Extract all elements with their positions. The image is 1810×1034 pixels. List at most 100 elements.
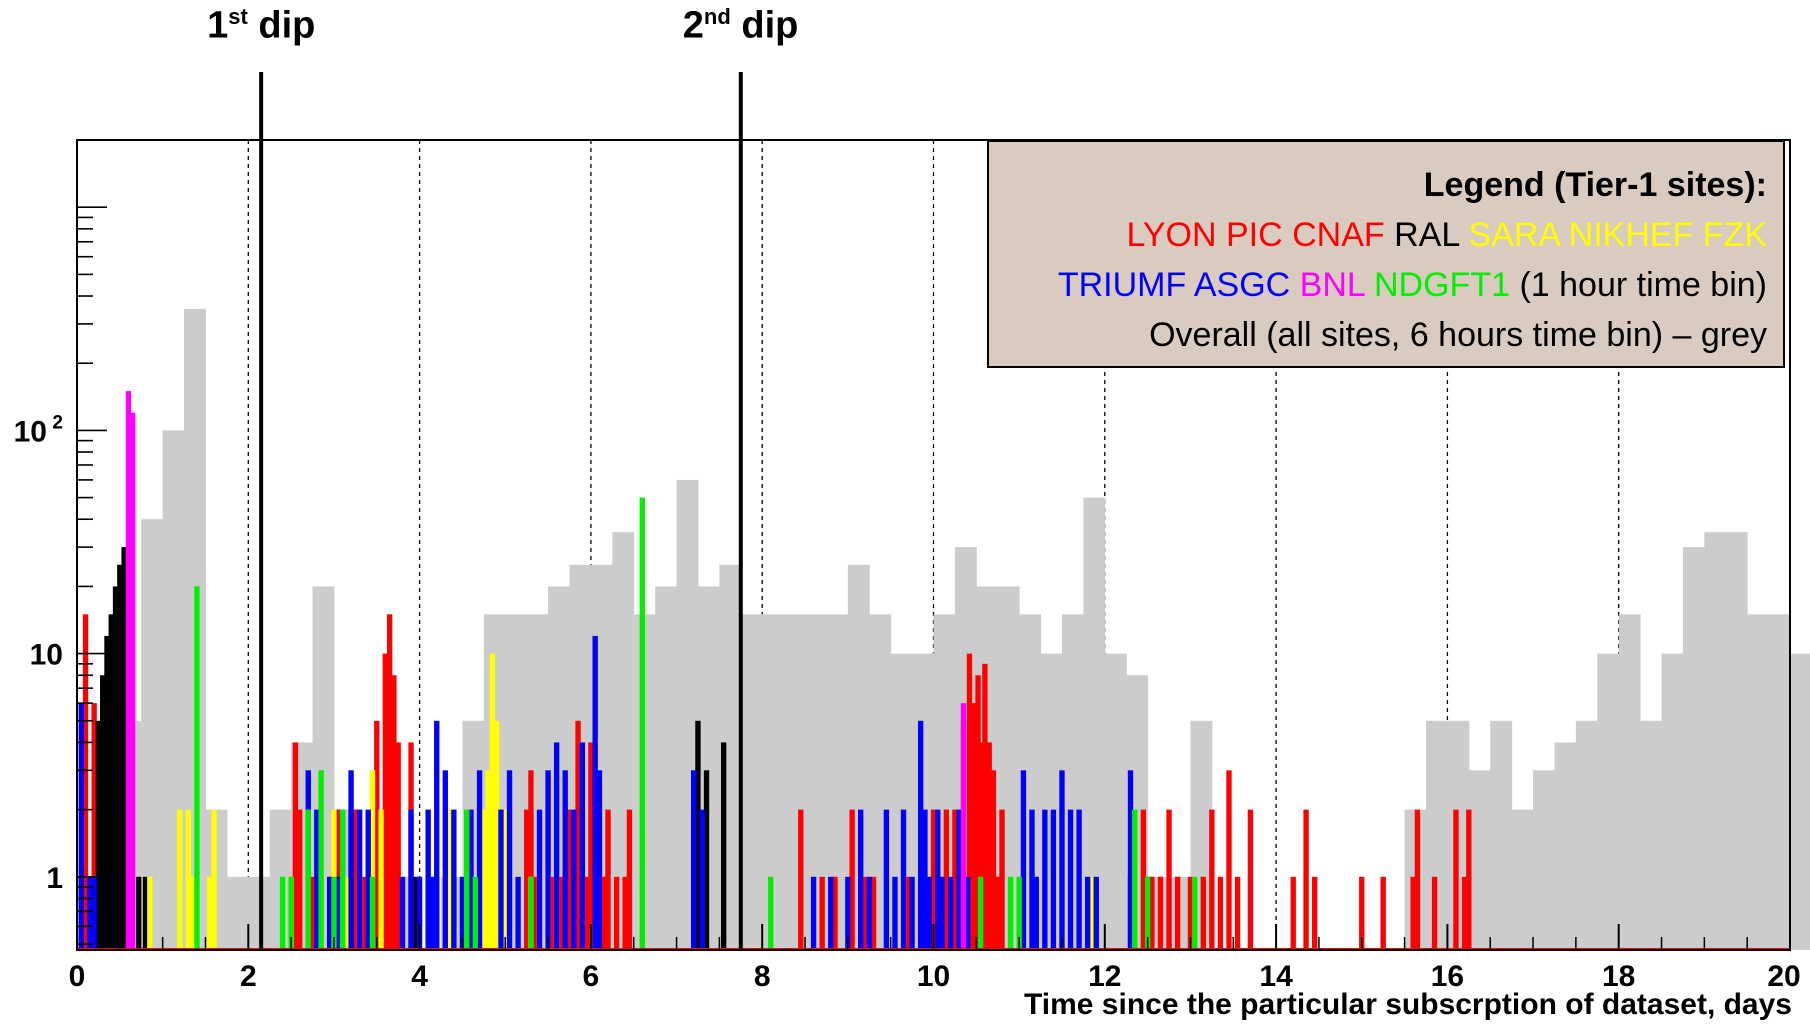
site-bar [960, 703, 967, 950]
x-tick-label: 18 [1602, 960, 1635, 993]
site-bar [828, 876, 834, 950]
site-bar [986, 742, 992, 950]
site-bar [1187, 876, 1194, 950]
site-bar [207, 876, 213, 950]
dip-word: dip [730, 4, 799, 47]
site-bar [335, 876, 341, 950]
site-bar [977, 742, 984, 950]
site-bar [442, 770, 448, 950]
overall-bar [226, 876, 249, 950]
site-bar [926, 876, 932, 950]
site-bar [194, 586, 200, 950]
site-bar [288, 876, 294, 950]
site-bar [331, 876, 337, 950]
y-tick-label: 10 [30, 639, 63, 672]
site-bar [1453, 809, 1459, 950]
dip-ordinal: nd [703, 4, 731, 29]
overall-bar [1725, 532, 1748, 950]
site-bar [1414, 809, 1421, 950]
site-bar [506, 770, 513, 950]
site-bar [1311, 876, 1318, 950]
site-bar [416, 876, 423, 950]
site-bar [1127, 770, 1134, 950]
site-histograms [78, 391, 1472, 951]
site-bar [1089, 876, 1095, 950]
site-bar [408, 809, 414, 950]
overall-bar [1747, 614, 1770, 950]
site-bar [279, 876, 286, 950]
site-bar [391, 675, 397, 950]
dip-number: 1 [207, 4, 229, 47]
overall-bar [1640, 720, 1663, 950]
site-bar [485, 770, 491, 950]
site-bar [82, 614, 89, 950]
site-bar [947, 876, 954, 950]
site-bar [626, 809, 633, 950]
site-bar [1050, 809, 1057, 950]
site-bar [558, 876, 564, 950]
site-bar [502, 809, 508, 950]
site-bar [858, 809, 864, 950]
site-bar [562, 770, 568, 950]
site-bar [965, 876, 971, 950]
site-bar [1059, 770, 1065, 950]
legend-row: TRIUMF ASGC BNL NDGFT1 (1 hour time bin) [989, 260, 1767, 310]
dip-markers [259, 72, 743, 950]
site-bar [862, 876, 868, 950]
site-bar [1359, 876, 1365, 950]
site-bar [917, 720, 924, 950]
overall-bar [1490, 720, 1513, 950]
site-bar [326, 876, 333, 950]
legend-row: Overall (all sites, 6 hours time bin) – … [989, 310, 1767, 360]
site-bar [1029, 809, 1035, 950]
site-bar [494, 720, 500, 950]
site-bar [386, 614, 393, 950]
site-bar [142, 876, 149, 950]
site-bar [1016, 876, 1022, 950]
site-bar [468, 809, 474, 950]
site-bar [845, 876, 851, 950]
site-bar [481, 809, 487, 950]
site-bar [1200, 876, 1206, 950]
site-bar [943, 809, 950, 950]
site-bar [344, 876, 350, 950]
site-bar [588, 742, 594, 950]
x-tick-label: 8 [754, 960, 771, 993]
site-bar [536, 809, 543, 950]
x-tick-label: 20 [1767, 960, 1800, 993]
site-bar [922, 809, 928, 950]
overall-bar [762, 614, 785, 950]
site-bar [129, 412, 136, 951]
site-bar [1234, 876, 1241, 950]
legend-entry: TRIUMF [1057, 266, 1187, 304]
legend-entry: NIKHEF [1568, 216, 1694, 254]
site-bar [412, 876, 418, 950]
site-bar [399, 876, 406, 950]
site-bar [1247, 809, 1254, 950]
site-bar [849, 809, 855, 950]
site-bar [613, 876, 620, 950]
x-axis-label: Time since the particular subscrption of… [1023, 988, 1792, 1021]
site-bar [1084, 876, 1091, 950]
site-bar [1466, 809, 1472, 950]
site-bar [78, 703, 84, 950]
dip-word: dip [247, 4, 316, 47]
site-bar [571, 809, 577, 950]
overall-bar [1682, 547, 1705, 950]
legend-entry: RAL [1394, 216, 1460, 254]
site-bar [1226, 770, 1232, 950]
site-bar [429, 876, 436, 950]
site-bar [459, 876, 466, 950]
site-bar [305, 809, 311, 950]
site-bar [121, 547, 127, 950]
overall-bar [826, 614, 849, 950]
site-bar [498, 809, 504, 950]
site-bar [999, 809, 1005, 950]
site-bar [100, 675, 106, 950]
overall-bar [1468, 770, 1491, 950]
site-bar [189, 876, 196, 950]
overall-bar [1575, 720, 1598, 950]
site-bar [1132, 809, 1138, 950]
